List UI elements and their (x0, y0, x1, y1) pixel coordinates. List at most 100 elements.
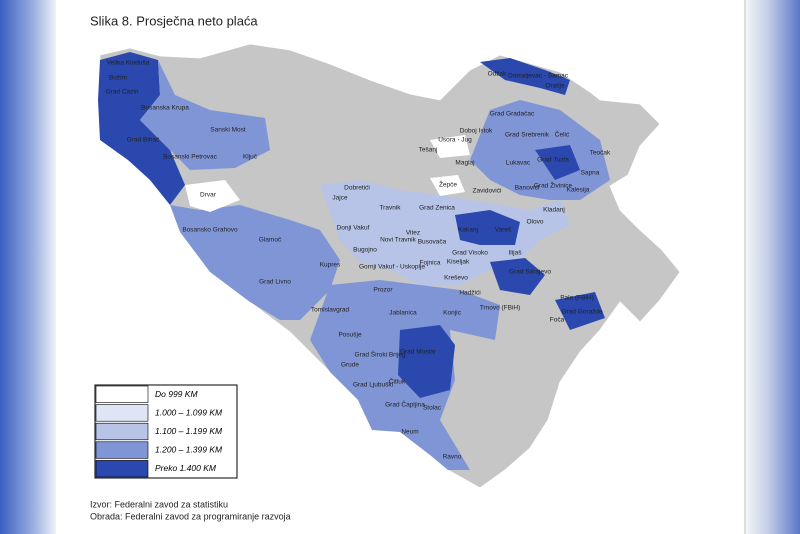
legend-swatch (95, 404, 149, 422)
municipality-label: Grad Srebrenik (505, 132, 550, 139)
municipality-label: Grad Sarajevo (509, 269, 551, 276)
municipality-label: Kreševo (444, 275, 468, 282)
blur-right (746, 0, 800, 534)
municipality-label: Kupres (320, 262, 341, 269)
legend-swatch (95, 441, 149, 459)
municipality-label: Foča (550, 317, 565, 324)
municipality-label: Konjic (443, 310, 461, 317)
municipality-label: Grad Gradačac (490, 111, 535, 118)
legend: Do 999 KM 1.000 – 1.099 KM 1.100 – 1.199 K… (95, 385, 223, 478)
region-una-sana-2 (140, 60, 270, 170)
municipality-label: Dobretići (344, 185, 370, 192)
municipality-label: Novi Travnik (380, 237, 417, 244)
municipality-label: Kladanj (543, 207, 565, 214)
municipality-label: Grude (341, 362, 359, 369)
municipality-label: Olovo (527, 219, 544, 226)
region-posavina (480, 58, 570, 95)
municipality-label: Bosanski Petrovac (163, 154, 218, 161)
region-sarajevo (490, 258, 545, 295)
municipality-label: Grad Čapljina (385, 400, 425, 409)
municipality-label: Domaljevac - Šamac (508, 71, 569, 80)
title: Slika 8. Prosječna neto plaća (90, 13, 258, 28)
municipality-label: Prozor (373, 287, 393, 294)
municipality-label: Banovići (515, 185, 540, 192)
municipality-label: Kalesija (567, 187, 590, 194)
legend-swatch (95, 460, 149, 478)
municipality-label: Maglaj (455, 160, 474, 167)
municipality-label: Doboj Istok (460, 128, 493, 135)
municipality-label: Posušje (338, 332, 362, 339)
municipality-label: Neum (401, 429, 418, 436)
source-line: Izvor: Federalni zavod za statistiku (90, 499, 228, 509)
municipality-label: Jajce (332, 195, 348, 202)
municipality-label: Ravno (443, 454, 462, 461)
municipality-label: Žepče (439, 180, 457, 189)
municipality-label: Velika Kladuša (107, 60, 150, 67)
municipality-label: Grad Cazin (106, 89, 139, 96)
legend-label: 1.200 – 1.399 KM (155, 445, 223, 455)
municipality-label: Vitez (406, 230, 420, 237)
municipality-label: Pale (FBiH) (560, 295, 594, 302)
municipality-label: Tomislavgrad (311, 307, 350, 314)
municipality-label: Donji Vakuf (337, 225, 370, 232)
region-mostar (398, 325, 455, 398)
municipality-label: Vareš (495, 227, 512, 234)
labels: Velika Kladuša Bužim Grad Cazin Bosanska Kr… (106, 60, 611, 461)
legend-label: Preko 1.400 KM (155, 463, 217, 473)
municipality-label: Čelić (555, 130, 570, 139)
municipality-label: Busovača (418, 239, 447, 246)
municipality-label: Lukavac (506, 160, 531, 167)
municipality-label: Bosansko Grahovo (182, 227, 238, 234)
municipality-label: Kiseljak (447, 259, 470, 266)
municipality-label: Grad Mostar (400, 349, 437, 356)
region-zenica (455, 210, 520, 245)
municipality-label: Trnovo (FBiH) (480, 305, 521, 312)
legend-label: 1.000 – 1.099 KM (155, 407, 223, 417)
region-white-zepce (430, 175, 465, 196)
municipality-label: Bugojno (353, 247, 377, 254)
municipality-label: Čitluk (389, 377, 406, 386)
region-gorazde (555, 292, 605, 330)
municipality-label: Hadžići (459, 290, 480, 297)
municipality-label: Odžak (488, 71, 508, 78)
municipality-label: Ključ (243, 154, 258, 161)
municipality-label: Ilijaš (508, 250, 522, 257)
blur-left (0, 0, 56, 534)
municipality-label: Grad Goražde (561, 309, 603, 316)
municipality-label: Sanski Most (210, 127, 246, 134)
municipality-label: Tešanj (419, 147, 438, 154)
municipality-label: Teočak (590, 150, 611, 157)
municipality-label: Travnik (379, 205, 401, 212)
municipality-label: Grad Bihać (127, 137, 160, 144)
map (97, 43, 681, 489)
municipality-label: Bosanska Krupa (141, 105, 189, 112)
municipality-label: Grad Livno (259, 279, 291, 286)
municipality-label: Sapna (581, 170, 600, 177)
legend-swatch (95, 422, 149, 441)
municipality-label: Zavidovići (473, 188, 502, 195)
municipality-label: Orašje (545, 83, 565, 90)
municipality-label: Kakanj (458, 227, 478, 234)
municipality-label: Gornji Vakuf - Uskoplje (359, 264, 425, 271)
municipality-label: Grad Ljubuški (353, 382, 393, 389)
municipality-label: Stolac (423, 405, 442, 412)
region-white-usora (430, 135, 470, 158)
legend-swatch (95, 385, 149, 403)
municipality-label: Grad Tuzla (537, 157, 569, 164)
region-tuzla-city (535, 145, 580, 180)
municipality-label: Grad Široki Brijeg (355, 350, 406, 359)
municipality-label: Bužim (109, 75, 127, 82)
source-line: Obrada: Federalni zavod za programiranje… (90, 511, 291, 521)
region-una-sana (98, 52, 185, 205)
municipality-label: Grad Visoko (452, 250, 488, 257)
region-west (170, 205, 340, 320)
region-drvar (185, 180, 240, 212)
legend-label: Do 999 KM (155, 389, 198, 399)
municipality-label: Grad Živinice (534, 181, 573, 190)
municipality-label: Grad Zenica (419, 205, 455, 212)
municipality-label: Usora - Jug (438, 137, 472, 144)
municipality-label: Glamoč (259, 237, 282, 244)
legend-label: 1.100 – 1.199 KM (155, 426, 223, 436)
